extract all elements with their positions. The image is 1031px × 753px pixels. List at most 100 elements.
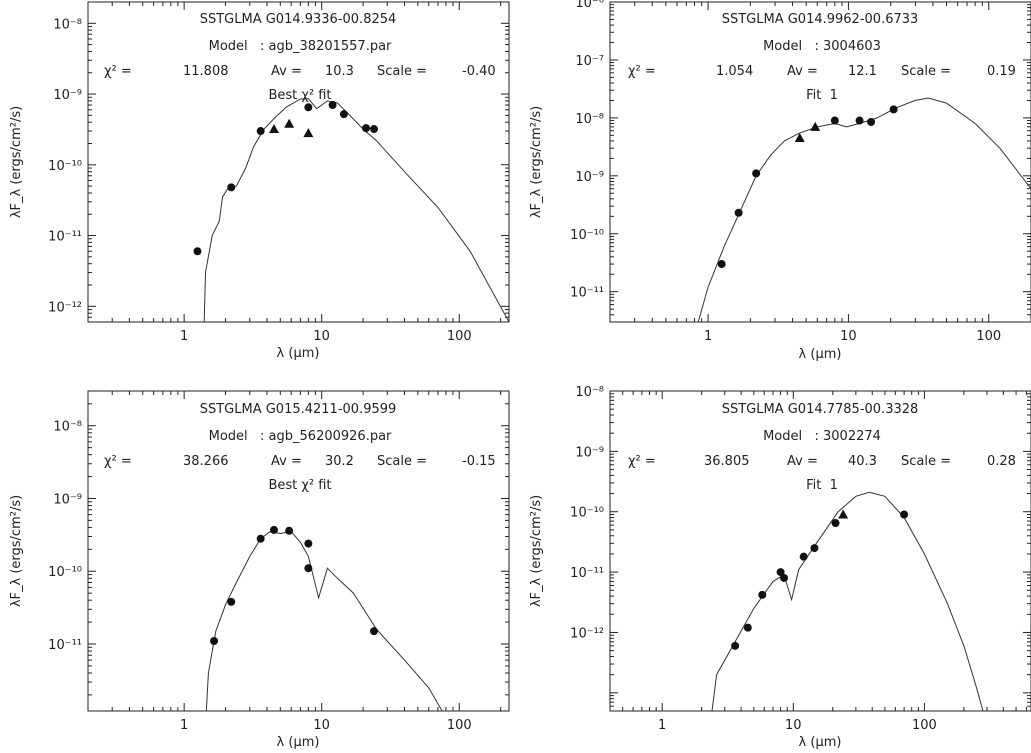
x-axis-label: λ (µm) xyxy=(799,347,842,362)
scale-value: 0.19 xyxy=(987,64,1016,79)
flux-point xyxy=(855,116,864,125)
av-value: 30.2 xyxy=(325,454,354,469)
av-value: 40.3 xyxy=(848,454,877,469)
plot-frame xyxy=(609,1,1031,323)
flux-point xyxy=(210,636,219,645)
scale-label: Scale = xyxy=(901,64,951,79)
sed-panel-2: 1 10 100 10⁻¹¹ 10⁻¹⁰ 10⁻⁹ 10⁻⁸ 10⁻⁷ 10⁻⁶ SSTGLMA… xyxy=(529,0,1031,362)
av-label: Av = xyxy=(787,64,818,79)
x-tick-label: 100 xyxy=(912,718,937,733)
y-tick-label: 10⁻¹² xyxy=(48,300,82,315)
fit-label: Fit 1 xyxy=(806,88,838,103)
flux-upper-limit xyxy=(794,132,805,142)
x-tick-label: 100 xyxy=(447,329,472,344)
y-tick-label: 10⁻¹¹ xyxy=(48,638,82,653)
flux-point xyxy=(256,534,265,543)
y-tick-label: 10⁻¹¹ xyxy=(570,566,604,581)
x-tick-label: 100 xyxy=(976,329,1001,344)
x-tick-label: 10 xyxy=(313,718,330,733)
model-sed-curve xyxy=(711,491,984,712)
flux-point xyxy=(734,208,743,217)
scale-label: Scale = xyxy=(901,454,951,469)
flux-point xyxy=(193,247,202,256)
flux-point xyxy=(304,564,313,573)
av-label: Av = xyxy=(271,454,302,469)
flux-point xyxy=(362,124,371,133)
flux-point xyxy=(269,525,278,534)
y-tick-label: 10⁻⁸ xyxy=(53,420,82,435)
flux-upper-limit xyxy=(268,124,279,134)
x-tick-label: 10 xyxy=(785,718,802,733)
fit-label: Fit 1 xyxy=(806,478,838,493)
av-value: 12.1 xyxy=(848,64,877,79)
flux-upper-limit xyxy=(303,128,314,138)
model-name: Model : agb_38201557.par xyxy=(209,39,392,54)
av-label: Av = xyxy=(271,64,302,79)
chi2-label: χ² = xyxy=(628,64,656,79)
flux-point xyxy=(328,101,337,110)
y-tick-label: 10⁻⁶ xyxy=(575,0,604,11)
scale-label: Scale = xyxy=(377,64,427,79)
chi2-label: χ² = xyxy=(104,64,132,79)
flux-point xyxy=(780,573,789,582)
flux-point xyxy=(717,260,726,269)
x-axis-label: λ (µm) xyxy=(277,346,320,361)
y-tick-label: 10⁻¹² xyxy=(570,626,604,641)
scale-value: -0.15 xyxy=(462,454,496,469)
flux-point xyxy=(830,116,839,125)
flux-point xyxy=(758,590,767,599)
y-tick-label: 10⁻⁹ xyxy=(53,492,82,507)
flux-point xyxy=(743,623,752,632)
scale-value: -0.40 xyxy=(462,64,496,79)
flux-upper-limit xyxy=(838,509,849,519)
flux-point xyxy=(776,568,785,577)
source-name: SSTGLMA G014.9336-00.8254 xyxy=(200,12,397,27)
chi2-label: χ² = xyxy=(104,454,132,469)
y-tick-label: 10⁻⁹ xyxy=(575,170,604,185)
chi2-value: 38.266 xyxy=(183,454,229,469)
scale-value: 0.28 xyxy=(987,454,1016,469)
av-label: Av = xyxy=(787,454,818,469)
model-sed-curve xyxy=(205,531,443,712)
x-axis-label: λ (µm) xyxy=(799,735,842,750)
flux-point xyxy=(810,544,819,553)
model-sed-curve xyxy=(203,98,510,323)
model-name: Model : 3002274 xyxy=(763,429,881,444)
flux-point xyxy=(889,105,898,114)
plot-frame xyxy=(87,390,510,712)
flux-point xyxy=(227,597,236,606)
model-name: Model : agb_56200926.par xyxy=(209,429,392,444)
scale-label: Scale = xyxy=(377,454,427,469)
plot-frame xyxy=(609,390,1031,712)
x-tick-label: 1 xyxy=(704,329,712,344)
av-value: 10.3 xyxy=(325,64,354,79)
y-tick-label: 10⁻¹⁰ xyxy=(570,228,604,243)
model-sed-curve xyxy=(697,97,1031,323)
y-axis-label: λF_λ (ergs/cm²/s) xyxy=(529,106,544,218)
y-axis-label: λF_λ (ergs/cm²/s) xyxy=(9,495,24,607)
y-tick-label: 10⁻¹⁰ xyxy=(48,159,82,174)
flux-point xyxy=(339,110,348,119)
flux-upper-limit xyxy=(810,121,821,131)
source-name: SSTGLMA G014.7785-00.3328 xyxy=(722,402,919,417)
x-tick-label: 1 xyxy=(180,718,188,733)
flux-upper-limit xyxy=(284,118,295,128)
y-tick-label: 10⁻¹⁰ xyxy=(48,565,82,580)
sed-panel-4: 1 10 100 10⁻¹² 10⁻¹¹ 10⁻¹⁰ 10⁻⁹ 10⁻⁸ SSTGLMA G0… xyxy=(529,385,1031,750)
source-name: SSTGLMA G015.4211-00.9599 xyxy=(200,402,397,417)
y-tick-label: 10⁻¹¹ xyxy=(48,230,82,245)
y-axis-label: λF_λ (ergs/cm²/s) xyxy=(529,495,544,607)
sed-panel-1: 1 10 100 10⁻¹² 10⁻¹¹ 10⁻¹⁰ 10⁻⁹ 10⁻⁸ SSTGLMA G0… xyxy=(9,1,510,361)
flux-point xyxy=(227,183,236,192)
y-tick-label: 10⁻⁹ xyxy=(53,88,82,103)
y-tick-label: 10⁻⁹ xyxy=(575,445,604,460)
y-tick-label: 10⁻⁸ xyxy=(575,112,604,127)
y-axis-label: λF_λ (ergs/cm²/s) xyxy=(9,106,24,218)
fit-label: Best χ² fit xyxy=(268,88,331,103)
y-tick-label: 10⁻¹⁰ xyxy=(570,506,604,521)
x-tick-label: 1 xyxy=(658,718,666,733)
chi2-value: 11.808 xyxy=(183,64,229,79)
x-axis-label: λ (µm) xyxy=(277,735,320,750)
x-tick-label: 10 xyxy=(840,329,857,344)
